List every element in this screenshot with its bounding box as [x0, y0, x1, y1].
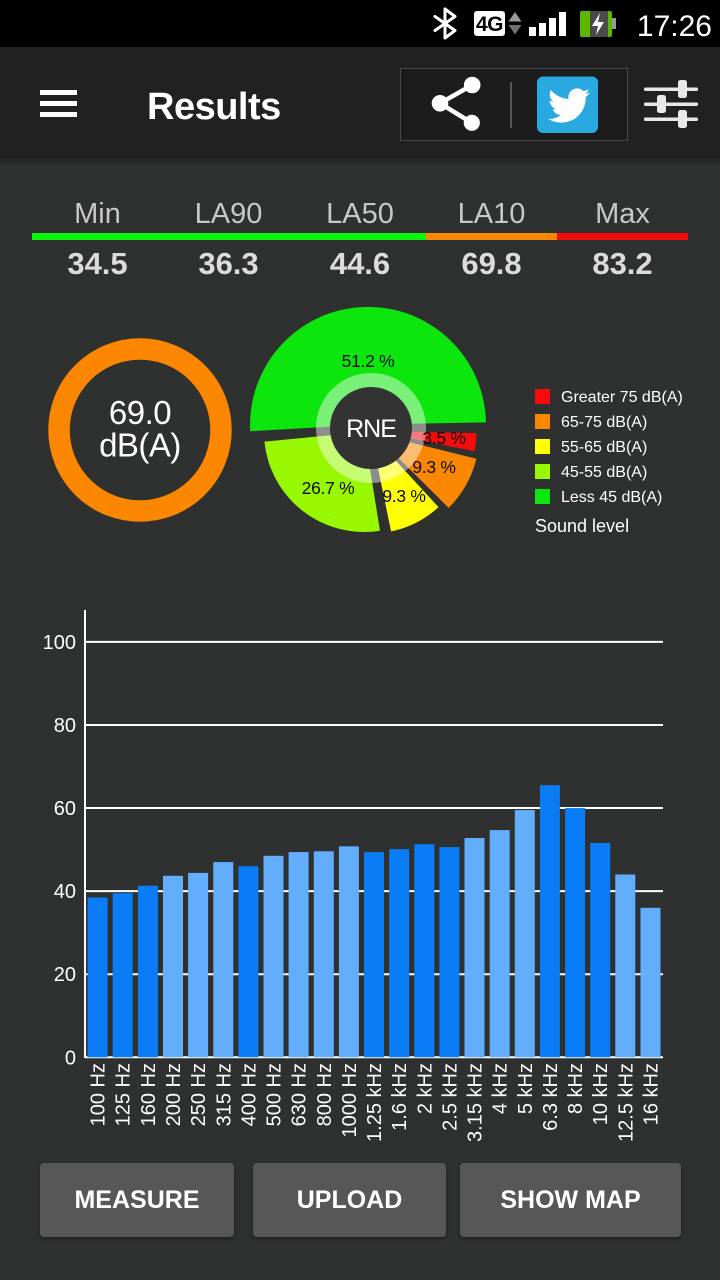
- svg-text:1.25 kHz: 1.25 kHz: [364, 1063, 386, 1142]
- svg-text:250 Hz: 250 Hz: [188, 1063, 210, 1126]
- svg-text:3.15 kHz: 3.15 kHz: [465, 1063, 487, 1142]
- svg-text:800 Hz: 800 Hz: [314, 1063, 336, 1126]
- svg-text:9.3 %: 9.3 %: [412, 457, 455, 477]
- svg-text:dB(A): dB(A): [99, 427, 181, 464]
- svg-text:125 Hz: 125 Hz: [113, 1063, 135, 1126]
- svg-text:100: 100: [43, 632, 76, 654]
- svg-text:200 Hz: 200 Hz: [163, 1063, 185, 1126]
- svg-text:20: 20: [54, 964, 76, 986]
- svg-text:500 Hz: 500 Hz: [264, 1063, 286, 1126]
- svg-text:17:26: 17:26: [637, 10, 712, 43]
- svg-text:400 Hz: 400 Hz: [238, 1063, 260, 1126]
- svg-text:1.6 kHz: 1.6 kHz: [389, 1063, 411, 1131]
- svg-text:6.3 kHz: 6.3 kHz: [540, 1063, 562, 1131]
- svg-text:4 kHz: 4 kHz: [490, 1063, 512, 1114]
- svg-text:2 kHz: 2 kHz: [414, 1063, 436, 1114]
- svg-text:80: 80: [54, 715, 76, 737]
- svg-text:4G: 4G: [476, 13, 503, 36]
- svg-text:100 Hz: 100 Hz: [88, 1063, 110, 1126]
- svg-text:RNE: RNE: [346, 415, 396, 443]
- svg-text:10 kHz: 10 kHz: [590, 1063, 612, 1125]
- svg-text:1000 Hz: 1000 Hz: [339, 1063, 361, 1138]
- svg-text:9.3 %: 9.3 %: [382, 486, 425, 506]
- svg-text:60: 60: [54, 798, 76, 820]
- svg-text:26.7 %: 26.7 %: [302, 478, 355, 498]
- svg-text:630 Hz: 630 Hz: [289, 1063, 311, 1126]
- svg-text:160 Hz: 160 Hz: [138, 1063, 160, 1126]
- svg-text:69.0: 69.0: [109, 394, 171, 431]
- svg-text:8 kHz: 8 kHz: [565, 1063, 587, 1114]
- svg-text:16 kHz: 16 kHz: [641, 1063, 663, 1125]
- svg-text:315 Hz: 315 Hz: [213, 1063, 235, 1126]
- svg-text:0: 0: [65, 1047, 76, 1069]
- svg-text:5 kHz: 5 kHz: [515, 1063, 537, 1114]
- svg-text:40: 40: [54, 881, 76, 903]
- svg-text:51.2 %: 51.2 %: [342, 351, 395, 371]
- svg-text:2.5 kHz: 2.5 kHz: [439, 1063, 461, 1131]
- svg-text:12.5 kHz: 12.5 kHz: [615, 1063, 637, 1142]
- svg-text:3.5 %: 3.5 %: [422, 428, 465, 448]
